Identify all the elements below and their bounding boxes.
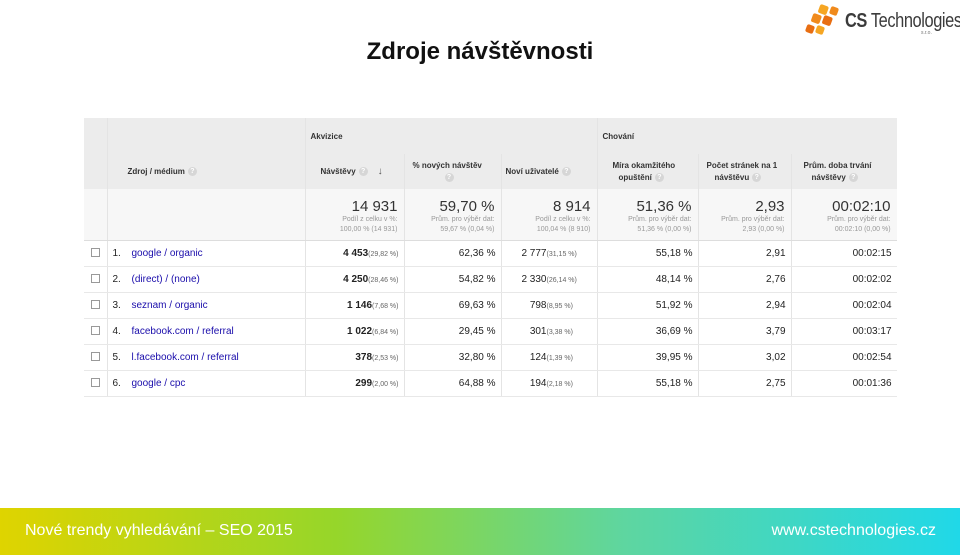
total-new-pct: 59,70 % Prům. pro výběr dat: 59,67 % (0,… — [404, 189, 502, 241]
row-checkbox[interactable] — [90, 300, 100, 310]
help-icon[interactable]: ? — [752, 172, 762, 182]
table-row[interactable]: 4. facebook.com / referral 1 022(6,84 %) … — [84, 318, 897, 345]
group-behavior: Chování — [597, 118, 897, 154]
help-icon[interactable]: ? — [654, 172, 664, 182]
col-new-users[interactable]: Noví uživatelé? — [501, 154, 598, 189]
total-bounce: 51,36 % Prům. pro výběr dat: 51,36 % (0,… — [597, 189, 699, 241]
col-duration[interactable]: Prům. doba trvání návštěvy? — [791, 154, 897, 189]
total-duration: 00:02:10 Prům. pro výběr dat: 00:02:10 (… — [791, 189, 897, 241]
row-checkbox[interactable] — [90, 274, 100, 284]
row-checkbox[interactable] — [90, 326, 100, 336]
help-icon[interactable]: ? — [187, 166, 197, 176]
total-visits: 14 931 Podíl z celku v %: 100,00 % (14 9… — [305, 189, 405, 241]
group-acquisition: Akvizice — [305, 118, 598, 154]
source-link[interactable]: google / cpc — [131, 377, 186, 389]
cs-technologies-logo: CS Technologies s.r.o. — [805, 4, 960, 38]
source-link[interactable]: facebook.com / referral — [131, 325, 234, 337]
footer-subtitle: Nové trendy vyhledávání – SEO 2015 — [25, 522, 293, 539]
row-checkbox[interactable] — [90, 352, 100, 362]
logo-brand-rest: Technologies — [870, 10, 960, 32]
col-bounce[interactable]: Míra okamžitého opuštění? — [597, 154, 699, 189]
col-new-pct[interactable]: % nových návštěv? — [404, 154, 502, 189]
table-row[interactable]: 5. l.facebook.com / referral 378(2,53 %) … — [84, 344, 897, 371]
total-pages: 2,93 Prům. pro výběr dat: 2,93 (0,00 %) — [698, 189, 792, 241]
help-icon[interactable]: ? — [444, 172, 454, 182]
sort-down-icon[interactable]: ↓ — [377, 165, 383, 177]
totals-row: 14 931 Podíl z celku v %: 100,00 % (14 9… — [84, 189, 897, 241]
source-link[interactable]: (direct) / (none) — [131, 273, 200, 285]
table-row[interactable]: 3. seznam / organic 1 146(7,68 %) 69,63 %… — [84, 292, 897, 319]
table-row[interactable]: 2. (direct) / (none) 4 250(28,46 %) 54,82… — [84, 266, 897, 293]
col-pages[interactable]: Počet stránek na 1 návštěvu? — [698, 154, 792, 189]
footer-website-link[interactable]: www.cstechnologies.cz — [771, 522, 936, 539]
logo-mark-icon — [805, 4, 839, 35]
col-visits[interactable]: Návštěvy? ↓ — [305, 154, 405, 189]
source-link[interactable]: seznam / organic — [131, 299, 208, 311]
total-new-users: 8 914 Podíl z celku v %: 100,04 % (8 910… — [501, 189, 598, 241]
help-icon[interactable]: ? — [561, 166, 571, 176]
logo-sub: s.r.o. — [921, 30, 932, 36]
logo-brand-bold: CS — [845, 10, 867, 32]
help-icon[interactable]: ? — [848, 172, 858, 182]
row-checkbox[interactable] — [90, 248, 100, 258]
analytics-table: Akvizice Chování Zdroj / médium? Návštěv… — [84, 118, 897, 400]
page-title: Zdroje návštěvnosti — [366, 38, 594, 65]
footer-bar: Nové trendy vyhledávání – SEO 2015 www.c… — [0, 508, 960, 555]
help-icon[interactable]: ? — [358, 166, 368, 176]
table-row[interactable]: 6. google / cpc 299(2,00 %) 64,88 % 194(2… — [84, 370, 897, 397]
source-link[interactable]: google / organic — [131, 247, 203, 259]
row-checkbox[interactable] — [90, 378, 100, 388]
source-link[interactable]: l.facebook.com / referral — [131, 351, 239, 363]
table-row[interactable]: 1. google / organic 4 453(29,82 %) 62,36 … — [84, 240, 897, 267]
col-source[interactable]: Zdroj / médium? — [107, 154, 306, 189]
